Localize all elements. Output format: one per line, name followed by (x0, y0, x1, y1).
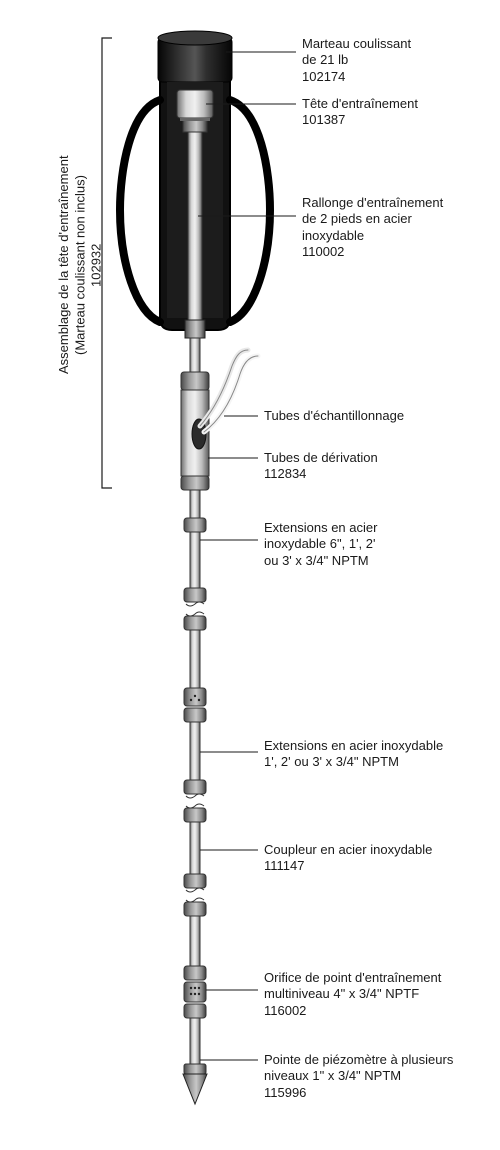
label-port: Orifice de point d'entraînement multiniv… (264, 970, 441, 1019)
sidebar-line1: Assemblage de la tête d'entraînement (56, 156, 71, 375)
label-sampletube: Tubes d'échantillonnage (264, 408, 404, 424)
label-extension2ft: Rallonge d'entraînement de 2 pieds en ac… (302, 195, 443, 260)
label-coupler: Coupleur en acier inoxydable 111147 (264, 842, 432, 875)
label-hammer: Marteau coulissant de 21 lb 102174 (302, 36, 411, 85)
label-ext-big: Extensions en acier inoxydable 1', 2' ou… (264, 738, 443, 771)
port-seg (184, 902, 206, 1002)
label-bypass: Tubes de dérivation 112834 (264, 450, 378, 483)
ext-seg-2 (184, 616, 206, 706)
ext-seg-3 (184, 708, 206, 808)
ext-seg-1 (184, 518, 206, 616)
sidebar-label: Assemblage de la tête d'entraînement (Ma… (56, 95, 105, 435)
sidebar-code: 102932 (89, 243, 104, 286)
hammer-cap (158, 31, 232, 82)
label-ext-small: Extensions en acier inoxydable 6", 1', 2… (264, 520, 377, 569)
sidebar-line2: (Marteau coulissant non inclus) (72, 175, 87, 355)
coupler-seg (184, 808, 206, 902)
label-drivehead: Tête d'entraînement 101387 (302, 96, 418, 129)
drive-extension-rod (188, 132, 202, 320)
label-tip: Pointe de piézomètre à plusieurs niveaux… (264, 1052, 453, 1101)
tip-seg (183, 1004, 207, 1104)
